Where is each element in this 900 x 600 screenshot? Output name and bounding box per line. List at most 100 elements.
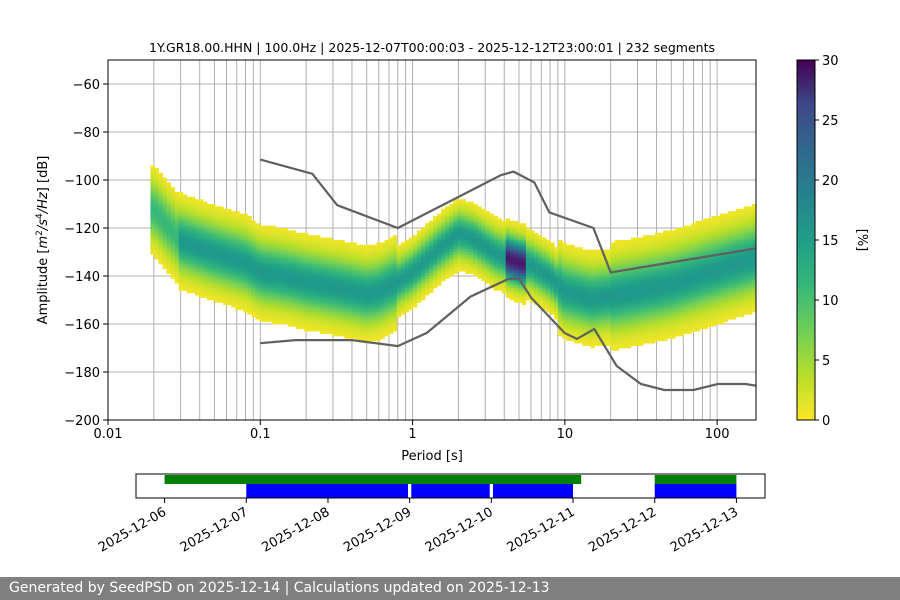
heatmap-cell [642,290,648,294]
heatmap-cell [291,295,297,298]
heatmap-cell [348,288,353,291]
heatmap-cell [352,302,357,306]
heatmap-cell [582,256,587,260]
heatmap-cell [578,249,583,253]
heatmap-cell [598,273,603,277]
heatmap-cell [243,304,248,308]
heatmap-cell [259,295,264,298]
heatmap-cell [420,268,426,272]
heatmap-cell [517,235,523,238]
heatmap-cell [202,283,208,286]
heatmap-cell [481,266,486,270]
heatmap-cell [364,304,369,308]
heatmap-cell [489,228,494,231]
heatmap-cell [356,297,361,301]
heatmap-cell [663,324,668,327]
heatmap-cell [328,295,333,298]
heatmap-cell [461,218,466,222]
heatmap-cell [655,321,660,325]
heatmap-cell [485,230,490,234]
heatmap-cell [441,256,446,260]
heatmap-cell [380,295,385,298]
heatmap-cell [320,278,325,282]
heatmap-cell [295,324,301,327]
heatmap-cell [336,292,341,296]
heatmap-cell [586,309,591,313]
heatmap-cell [437,213,442,217]
heatmap-cell [610,324,616,327]
heatmap-cell [412,278,418,282]
heatmap-cell [521,276,527,279]
heatmap-cell [380,249,385,253]
heatmap-cell [638,240,644,243]
heatmap-cell [215,252,220,255]
heatmap-cell [275,278,281,282]
heatmap-cell [182,261,188,265]
heatmap-cell [198,256,204,260]
heatmap-cell [404,283,410,286]
heatmap-cell [388,283,394,286]
heatmap-cell [663,232,668,236]
heatmap-cell [663,278,668,282]
heatmap-cell [340,242,345,246]
heatmap-cell [182,259,188,262]
heatmap-cell [647,326,652,330]
heatmap-cell [174,206,180,210]
heatmap-cell [376,314,381,318]
heatmap-cell [340,247,345,250]
heatmap-cell [364,314,369,318]
heatmap-cell [299,302,305,306]
heatmap-cell [647,319,652,322]
heatmap-cell [679,237,684,241]
heatmap-cell [602,285,608,289]
heatmap-cell [493,278,499,282]
heatmap-cell [287,285,293,289]
heatmap-cell [384,304,390,308]
heatmap-cell [582,326,587,330]
heatmap-cell [497,232,503,236]
heatmap-cell [542,268,547,272]
heatmap-cell [614,254,620,258]
heatmap-cell [198,204,204,207]
heatmap-cell [150,252,155,255]
heatmap-cell [594,278,599,282]
heatmap-cell [574,266,579,270]
heatmap-cell [255,290,260,294]
heatmap-cell [344,292,349,296]
heatmap-cell [642,316,648,320]
heatmap-cell [550,249,555,253]
heatmap-cell [465,220,470,224]
heatmap-cell [412,252,418,255]
heatmap-cell [521,292,527,296]
heatmap-cell [206,288,212,291]
heatmap-cell [590,264,595,267]
heatmap-cell [634,249,640,253]
heatmap-cell [279,304,285,308]
heatmap-cell [206,244,212,248]
heatmap-cell [594,321,599,325]
heatmap-cell [465,218,470,222]
heatmap-cell [614,321,620,325]
heatmap-cell [239,228,244,231]
heatmap-cell [574,292,579,296]
heatmap-cell [247,266,252,270]
heatmap-cell [445,220,450,224]
heatmap-cell [651,278,656,282]
heatmap-cell [251,292,256,296]
heatmap-cell [485,235,490,238]
heatmap-cell [186,199,192,202]
heatmap-cell [352,328,357,332]
heatmap-cell [630,326,636,330]
heatmap-cell [671,249,676,253]
heatmap-cell [328,276,333,279]
heatmap-cell [291,300,297,303]
heatmap-cell [166,204,172,207]
heatmap-cell [614,319,620,322]
heatmap-cell [295,261,301,265]
heatmap-cell [481,235,486,238]
heatmap-cell [287,295,293,298]
heatmap-cell [206,247,212,250]
heatmap-cell [566,249,571,253]
heatmap-cell [198,242,204,246]
heatmap-cell [243,225,248,229]
